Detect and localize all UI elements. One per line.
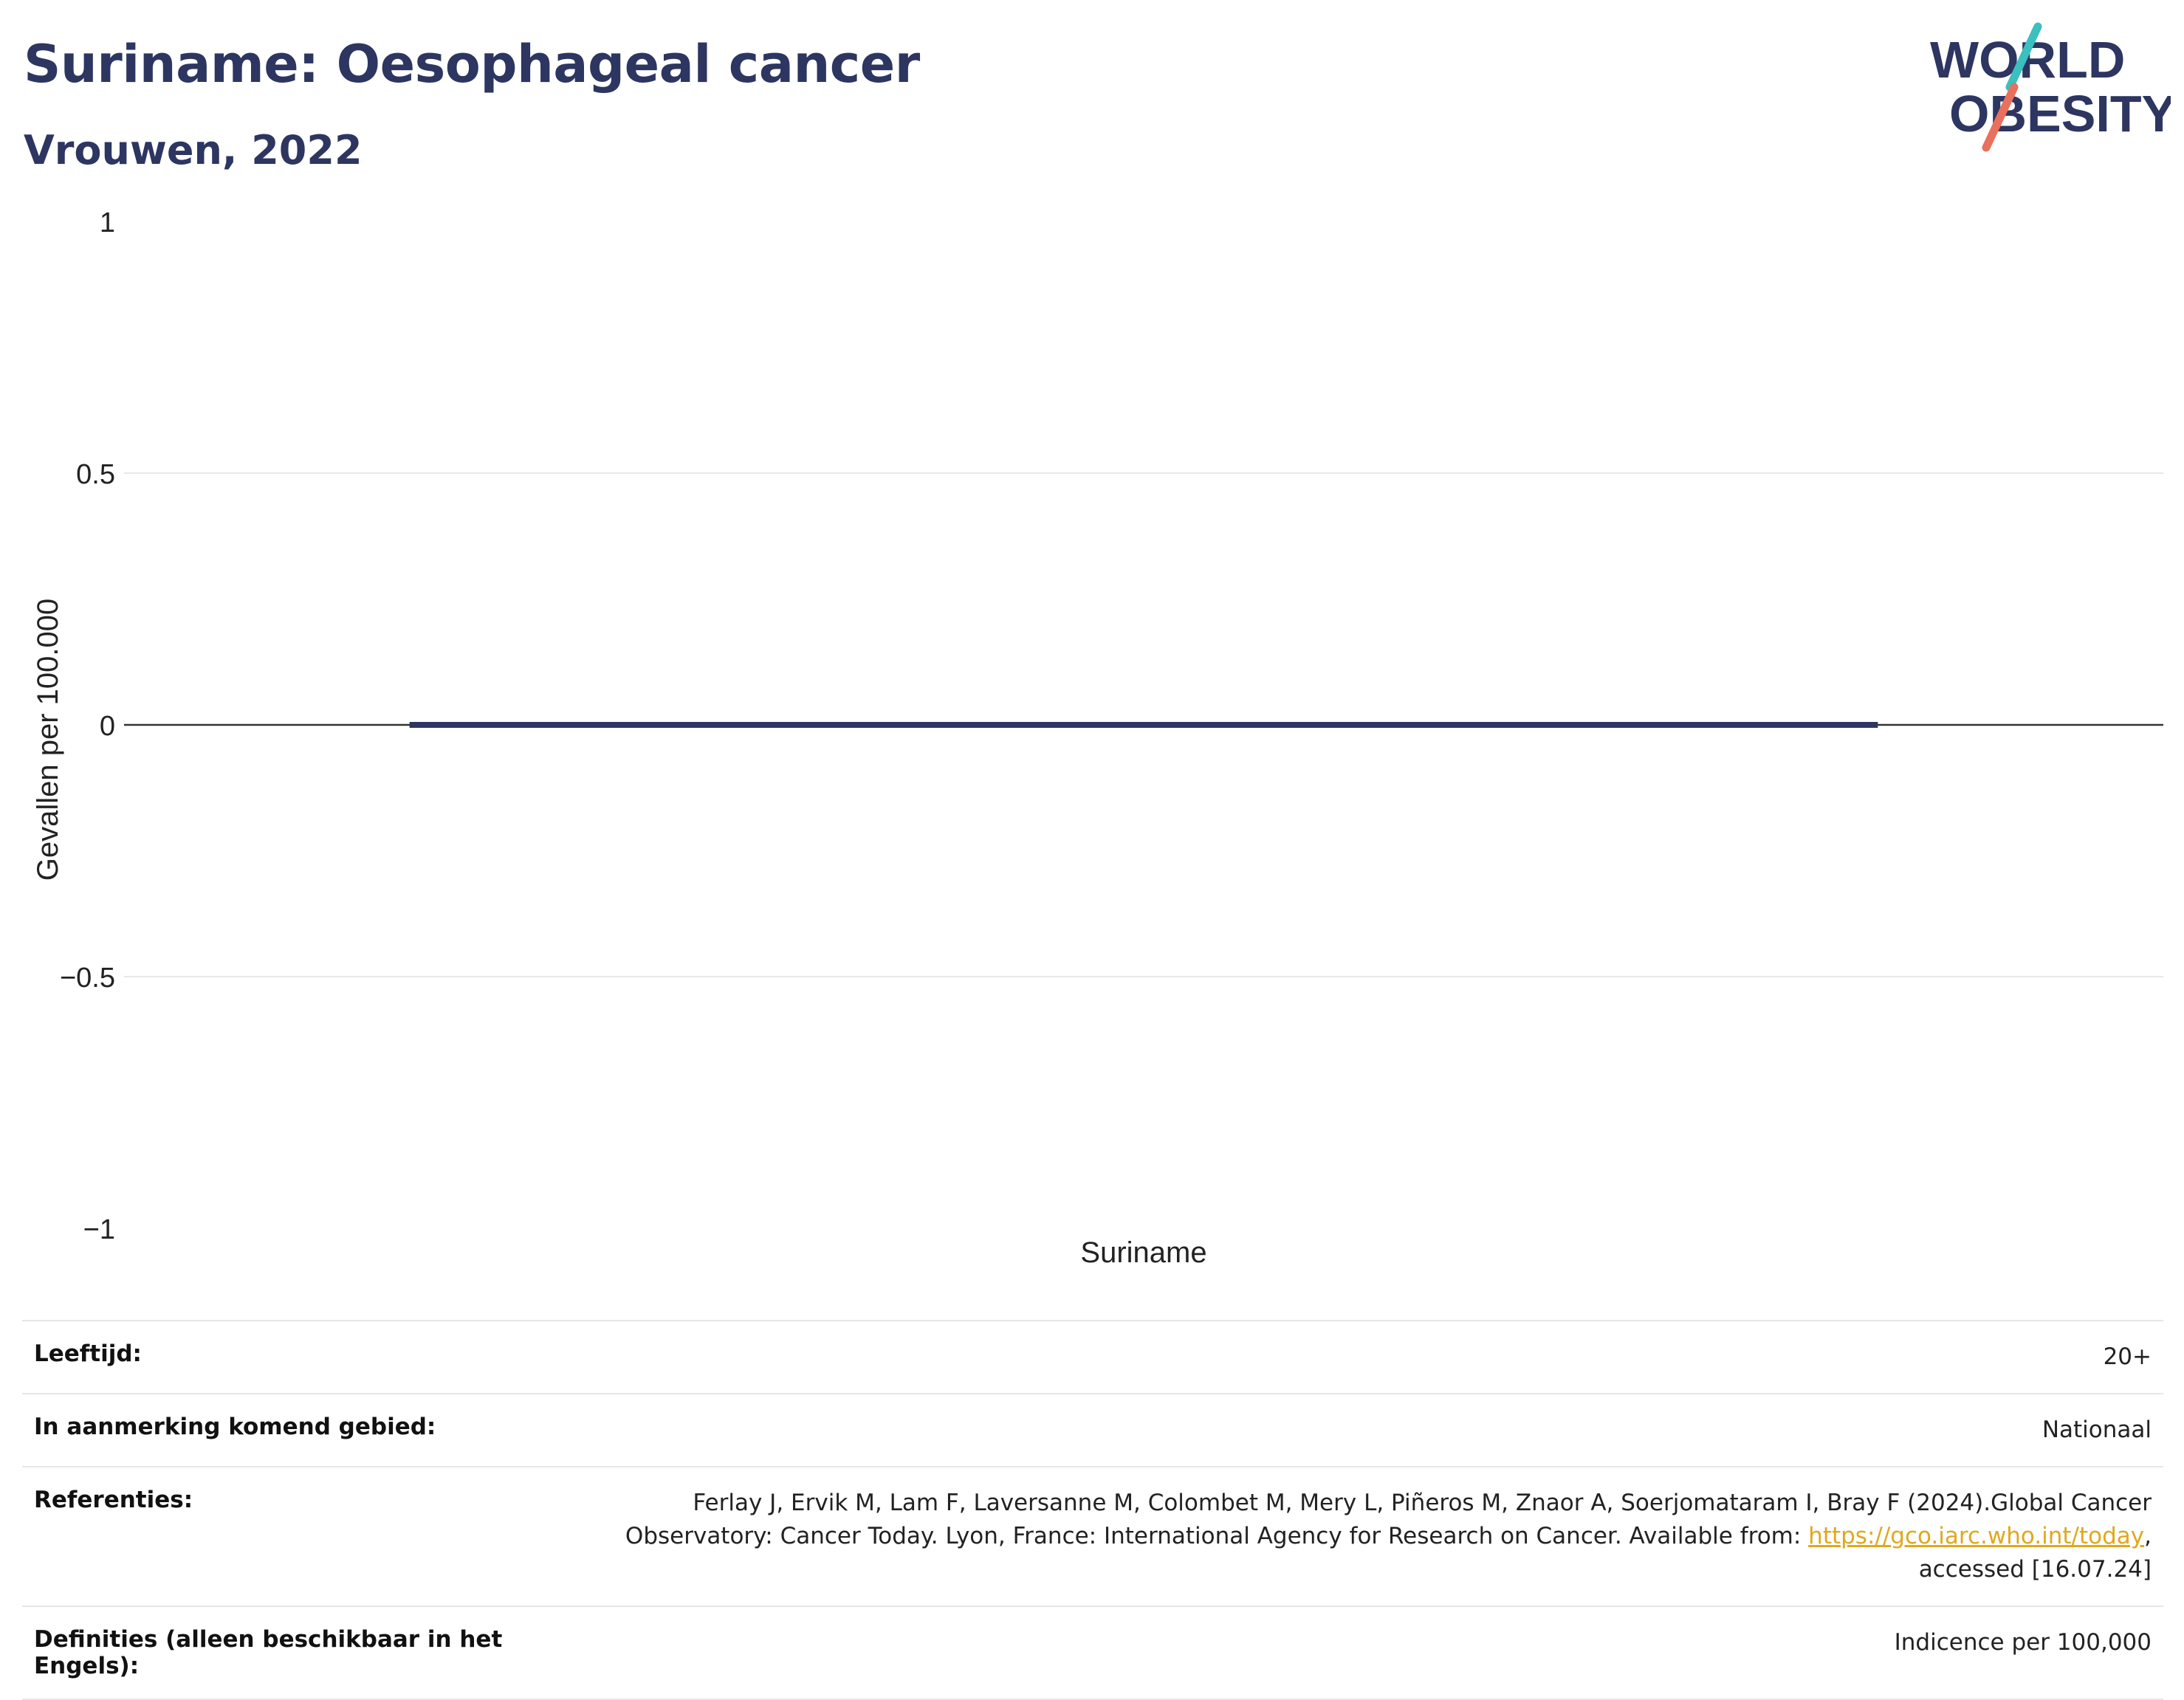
bars bbox=[409, 722, 1878, 728]
y-tick-label: 0 bbox=[100, 711, 115, 742]
definitions-label: Definities (alleen beschikbaar in het En… bbox=[22, 1605, 533, 1700]
meta-row-definitions: Definities (alleen beschikbaar in het En… bbox=[22, 1605, 2163, 1700]
area-label: In aanmerking komend gebied: bbox=[22, 1392, 533, 1467]
references-value: Ferlay J, Ervik M, Lam F, Laversanne M, … bbox=[533, 1465, 2163, 1606]
age-value: 20+ bbox=[533, 1320, 2163, 1394]
references-accessed: , accessed [16.07.24] bbox=[1918, 1522, 2152, 1583]
meta-row-area: In aanmerking komend gebied: Nationaal bbox=[22, 1392, 2163, 1467]
logo-slash-bottom bbox=[1982, 83, 2019, 152]
references-label: Referenties: bbox=[22, 1465, 533, 1606]
logo-slash-top bbox=[2005, 22, 2042, 92]
x-axis-ticks: Suriname bbox=[1080, 1236, 1206, 1269]
y-axis-label: Gevallen per 100.000 bbox=[32, 599, 64, 881]
y-tick-label: −0.5 bbox=[60, 963, 115, 994]
definitions-value: Indicence per 100,000 bbox=[533, 1605, 2163, 1700]
y-tick-label: 1 bbox=[100, 207, 115, 238]
world-obesity-logo: WORLD OBESITY bbox=[1930, 22, 2171, 152]
bar-chart: 1 0.5 0 −0.5 −1 Suriname Gevallen per 100.00… bbox=[32, 207, 2163, 1269]
area-value: Nationaal bbox=[533, 1392, 2163, 1467]
references-text: Ferlay J, Ervik M, Lam F, Laversanne M, … bbox=[625, 1489, 2152, 1549]
page-title: Suriname: Oesophageal cancer bbox=[24, 34, 920, 94]
x-tick-label: Suriname bbox=[1080, 1236, 1206, 1269]
y-tick-label: 0.5 bbox=[76, 459, 115, 490]
meta-row-age: Leeftijd: 20+ bbox=[22, 1320, 2163, 1394]
y-axis-ticks: 1 0.5 0 −0.5 −1 bbox=[60, 207, 115, 1245]
bar-suriname bbox=[409, 722, 1878, 728]
logo-line-2: OBESITY bbox=[1949, 85, 2171, 142]
references-link[interactable]: https://gco.iarc.who.int/today bbox=[1808, 1522, 2145, 1549]
metadata-table: Leeftijd: 20+ In aanmerking komend gebie… bbox=[22, 1320, 2163, 1700]
age-label: Leeftijd: bbox=[22, 1320, 533, 1394]
y-tick-label: −1 bbox=[83, 1214, 115, 1245]
meta-row-references: Referenties: Ferlay J, Ervik M, Lam F, L… bbox=[22, 1465, 2163, 1606]
page-subtitle: Vrouwen, 2022 bbox=[24, 127, 363, 173]
